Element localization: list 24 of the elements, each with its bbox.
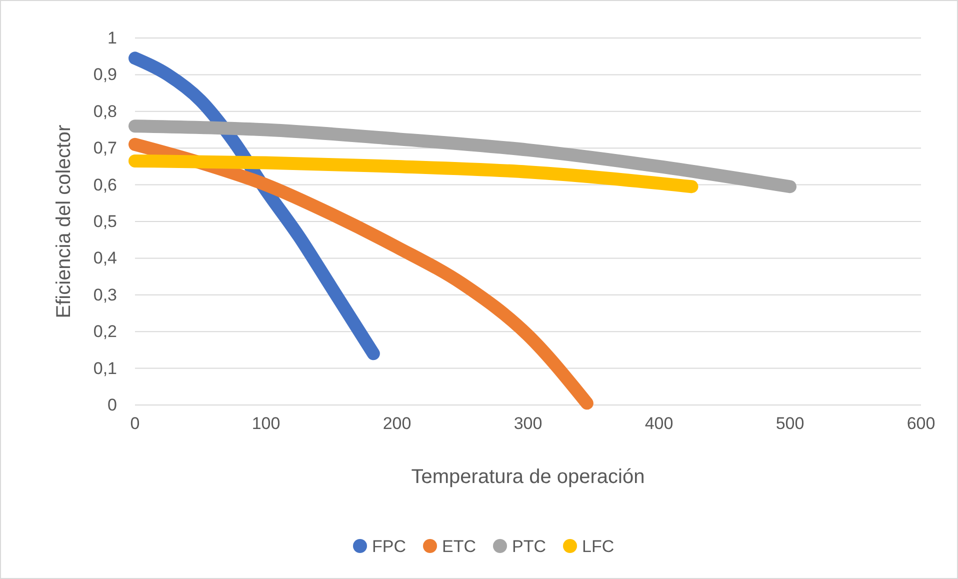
y-tick-label: 0,1	[93, 358, 117, 378]
y-tick-label: 0,5	[93, 212, 117, 231]
x-tick-label: 500	[776, 414, 804, 434]
x-axis-title: Temperatura de operación	[411, 466, 645, 488]
legend-label: LFC	[582, 537, 614, 556]
y-tick-label: 0,7	[93, 138, 117, 158]
y-tick-label: 0,2	[93, 322, 117, 342]
legend-label: PTC	[512, 537, 546, 556]
x-tick-label: 400	[644, 414, 674, 434]
y-tick-label: 0,3	[93, 285, 117, 304]
y-tick-label: 0,9	[93, 65, 117, 84]
x-tick-label: 200	[382, 414, 412, 434]
y-tick-label: 0	[108, 395, 117, 414]
legend-label: FPC	[372, 537, 406, 556]
y-axis-title: Eficiencia del colector	[53, 124, 75, 318]
y-tick-label: 1	[108, 28, 117, 48]
x-tick-label: 100	[252, 414, 280, 434]
y-tick-label: 0,4	[93, 248, 117, 268]
x-tick-label: 600	[906, 414, 936, 434]
y-tick-label: 0,8	[93, 102, 117, 121]
legend-label: ETC	[442, 537, 476, 556]
y-tick-label: 0,6	[93, 175, 117, 194]
x-tick-label: 300	[514, 414, 542, 434]
x-tick-label: 0	[130, 414, 140, 434]
